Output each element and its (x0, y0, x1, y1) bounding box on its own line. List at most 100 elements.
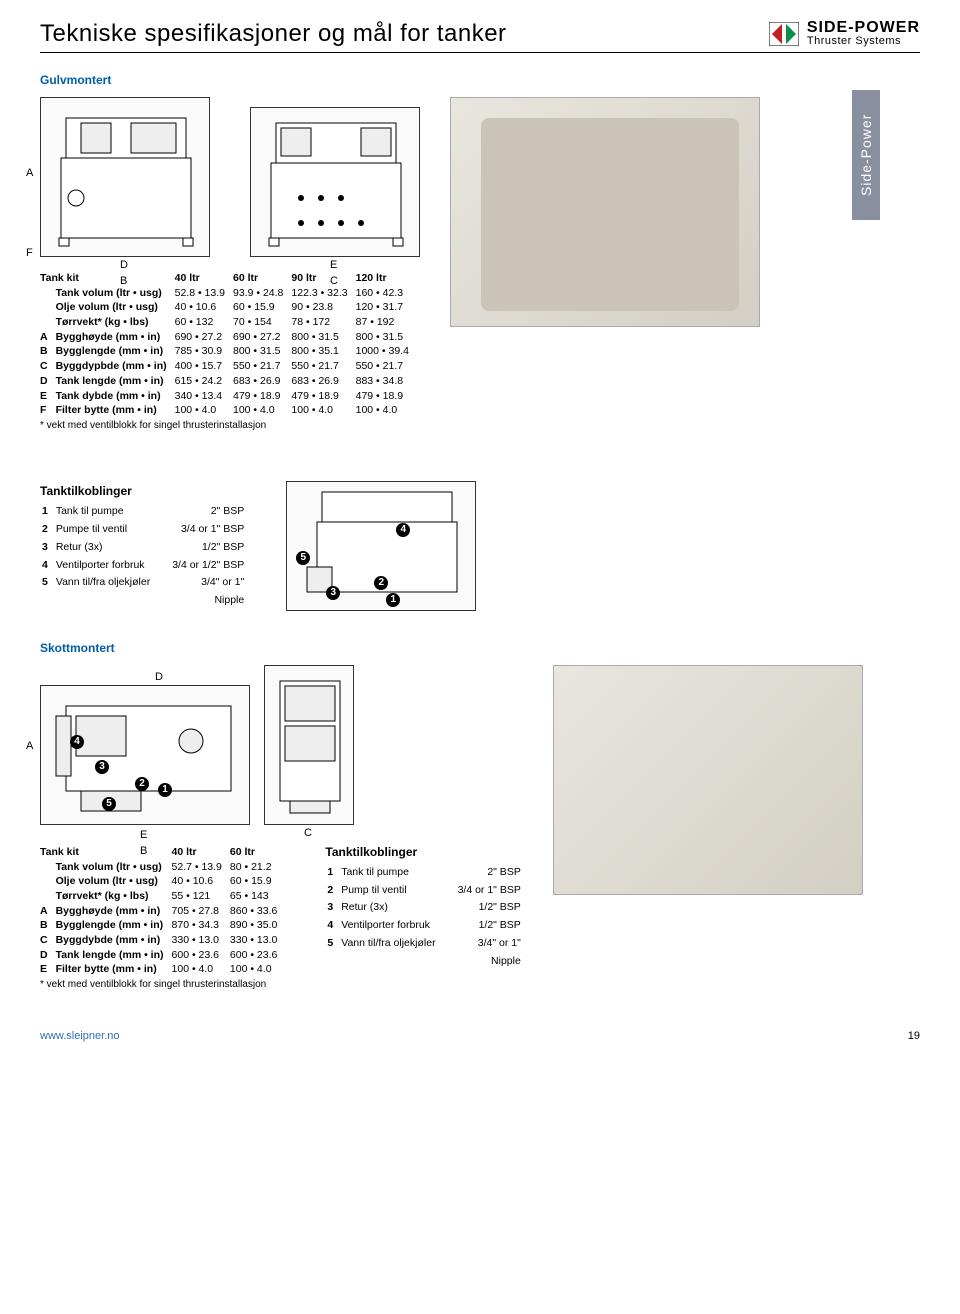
skott-diagram-1 (40, 685, 250, 825)
table-cell: Tank lengde (mm • in) (56, 374, 175, 389)
conn2-table: 1Tank til pumpe2" BSP 2Pump til ventil3/4… (325, 863, 522, 972)
table-cell: 80 • 21.2 (230, 860, 285, 875)
table-cell (40, 874, 56, 889)
table-cell: Retur (3x) (341, 900, 455, 916)
table-row: BBygglengde (mm • in)785 • 30.9800 • 31.… (40, 344, 417, 359)
table-cell: Pumpe til ventil (56, 522, 170, 538)
table-cell: 100 • 4.0 (356, 403, 417, 418)
gulv-diagram-1 (40, 97, 210, 257)
table-row: DTank lengde (mm • in)615 • 24.2683 • 26… (40, 374, 417, 389)
table-cell: 60 • 15.9 (230, 874, 285, 889)
table-row: 5Vann til/fra oljekjøler3/4" or 1" (327, 936, 520, 952)
table-row: 4Ventilporter forbruk1/2" BSP (327, 918, 520, 934)
table-cell: 600 • 23.6 (230, 948, 285, 963)
table-cell: Ventilporter forbruk (341, 918, 455, 934)
table-row: 2Pumpe til ventil3/4 or 1" BSP (42, 522, 244, 538)
table-cell: 5 (327, 936, 339, 952)
table-cell: 683 • 26.9 (291, 374, 355, 389)
table-cell: 1/2" BSP (458, 918, 521, 934)
table-cell: Tørrvekt* (kg • lbs) (56, 889, 172, 904)
dim-F: F (26, 247, 33, 259)
table-row: ETank dybde (mm • in)340 • 13.4479 • 18.… (40, 389, 417, 404)
table-cell: 2" BSP (172, 504, 244, 520)
table-row: 2Pump til ventil3/4 or 1" BSP (327, 883, 520, 899)
gulv-footnote: * vekt med ventilblokk for singel thrust… (40, 420, 420, 431)
table-cell: Olje volum (ltr • usg) (56, 874, 172, 889)
table-cell: Tank volum (ltr • usg) (56, 286, 175, 301)
table-cell: 4 (42, 558, 54, 574)
skott-side-icon (265, 666, 355, 826)
table-cell: B (40, 344, 56, 359)
skott-left: A D E B 4 3 2 1 5 (40, 665, 523, 990)
table-row: Nipple (42, 593, 244, 609)
brand-text: SIDE-POWER Thruster Systems (807, 20, 920, 47)
table-header: 60 ltr (233, 271, 291, 286)
dim-D: D (120, 259, 128, 271)
table-cell: 100 • 4.0 (233, 403, 291, 418)
table-cell: 690 • 27.2 (175, 330, 233, 345)
skott-footnote: * vekt med ventilblokk for singel thrust… (40, 979, 285, 990)
table-cell: 3 (42, 540, 54, 556)
table-cell: 800 • 35.1 (291, 344, 355, 359)
table-row: BBygglengde (mm • in)870 • 34.3890 • 35.… (40, 918, 285, 933)
callout-s5: 5 (102, 797, 116, 811)
table-row: 1Tank til pumpe2" BSP (42, 504, 244, 520)
table-cell (40, 889, 56, 904)
table-cell: A (40, 904, 56, 919)
conn1-diagram (286, 481, 476, 611)
table-cell: 1/2" BSP (458, 900, 521, 916)
callout-s1: 1 (158, 783, 172, 797)
table-cell: Tank til pumpe (56, 504, 170, 520)
table-cell: 100 • 4.0 (230, 962, 285, 977)
table-row: DTank lengde (mm • in)600 • 23.6600 • 23… (40, 948, 285, 963)
table-cell: 70 • 154 (233, 315, 291, 330)
table-cell: 3/4 or 1" BSP (458, 883, 521, 899)
conn1-block: Tanktilkoblinger 1Tank til pumpe2" BSP2P… (40, 484, 246, 611)
skott-specs-block: Tank kit40 ltr60 ltr Tank volum (ltr • u… (40, 845, 285, 990)
table-cell: 690 • 27.2 (233, 330, 291, 345)
table-cell: 330 • 13.0 (172, 933, 230, 948)
page: Tekniske spesifikasjoner og mål for tank… (40, 20, 920, 1042)
footer: www.sleipner.no 19 (40, 1030, 920, 1042)
table-cell: 615 • 24.2 (175, 374, 233, 389)
table-cell: Byggdypbde (mm • in) (56, 359, 175, 374)
table-cell: F (40, 403, 56, 418)
table-header: 40 ltr (175, 271, 233, 286)
tank-side-icon (251, 108, 421, 258)
table-cell: 1/2" BSP (172, 540, 244, 556)
dim-A: A (26, 167, 33, 179)
table-cell: C (40, 359, 56, 374)
callout-s4: 4 (70, 735, 84, 749)
table-cell: 100 • 4.0 (175, 403, 233, 418)
table-cell: 400 • 15.7 (175, 359, 233, 374)
table-cell: 1000 • 39.4 (356, 344, 417, 359)
table-cell: Filter bytte (mm • in) (56, 403, 175, 418)
skott-diagrams: A D E B 4 3 2 1 5 (40, 665, 523, 825)
skott-dim-C: C (304, 827, 312, 839)
table-cell: 550 • 21.7 (356, 359, 417, 374)
footer-url[interactable]: www.sleipner.no (40, 1030, 120, 1042)
table-cell: 100 • 4.0 (291, 403, 355, 418)
table-cell: Tank til pumpe (341, 865, 455, 881)
table-row: ABygghøyde (mm • in)690 • 27.2690 • 27.2… (40, 330, 417, 345)
table-header: Tank kit (40, 845, 172, 860)
callout-1: 1 (386, 593, 400, 607)
table-cell (341, 954, 455, 970)
table-cell: 479 • 18.9 (291, 389, 355, 404)
table-cell: 479 • 18.9 (233, 389, 291, 404)
table-cell: 3 (327, 900, 339, 916)
table-cell: Tank volum (ltr • usg) (56, 860, 172, 875)
table-row: 3Retur (3x)1/2" BSP (327, 900, 520, 916)
table-cell: Tank lengde (mm • in) (56, 948, 172, 963)
table-row: 1Tank til pumpe2" BSP (327, 865, 520, 881)
table-cell: D (40, 948, 56, 963)
table-cell: 5 (42, 575, 54, 591)
table-cell: 800 • 31.5 (291, 330, 355, 345)
table-cell: 93.9 • 24.8 (233, 286, 291, 301)
table-cell: 120 • 31.7 (356, 300, 417, 315)
table-row: 3Retur (3x)1/2" BSP (42, 540, 244, 556)
table-row: Olje volum (ltr • usg)40 • 10.660 • 15.9 (40, 874, 285, 889)
table-cell: 4 (327, 918, 339, 934)
conn2-title: Tanktilkoblinger (325, 845, 522, 859)
gulv-row: A F D B (40, 97, 920, 431)
